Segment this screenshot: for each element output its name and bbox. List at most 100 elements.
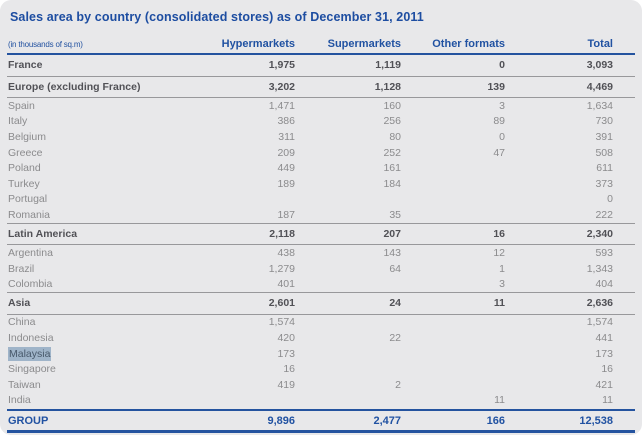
row-value-other-formats: 11 [494,394,505,407]
row-value-total: 4,469 [586,80,613,93]
table-row: Romania 187 35 222 [7,207,635,223]
row-value-supermarkets: 160 [383,99,401,112]
row-value-supermarkets: 2 [395,378,401,391]
row-label: Italy [7,115,195,127]
row-value-supermarkets: 143 [383,247,401,260]
row-label: India [7,394,195,406]
row-value-other-formats: 89 [493,115,505,128]
row-value-supermarkets: 35 [389,208,401,221]
row-label-text: India [8,394,31,407]
row-value-hypermarkets: 9,896 [267,414,295,427]
row-label: Indonesia [7,332,195,344]
row-value-total: 373 [595,177,613,190]
row-label-text: GROUP [8,414,49,427]
row-label-text: Greece [8,146,43,159]
row-value-other-formats: 12 [493,247,505,260]
row-value-total: 1,634 [586,99,613,112]
row-value-hypermarkets: 173 [277,347,295,360]
table-row: Poland 449 161 611 [7,160,635,176]
row-label-text-selected: Malaysia [8,346,52,361]
row-label: Latin America [7,228,195,240]
column-header-total: Total [587,38,613,50]
row-value-hypermarkets: 187 [277,208,295,221]
row-label: Turkey [7,178,195,190]
row-value-other-formats: 11 [493,297,505,310]
row-value-supermarkets: 252 [383,146,401,159]
row-label: Belgium [7,131,195,143]
row-value-total: 0 [607,193,613,206]
row-label: Romania [7,209,195,221]
row-value-supermarkets: 256 [383,115,401,128]
row-label-text: France [8,59,43,72]
table-row: Belgium 311 80 0 391 [7,129,635,145]
row-label: China [7,316,195,328]
table-row: Taiwan 419 2 421 [7,377,635,393]
row-label: Taiwan [7,379,195,391]
row-value-total: 611 [596,162,613,175]
row-value-total: 593 [595,247,613,260]
row-label: Argentina [7,247,195,259]
row-label-text: Argentina [8,247,53,260]
row-value-hypermarkets: 311 [278,130,295,143]
table-row-group-total: GROUP 9,896 2,477 166 12,538 [7,409,635,434]
table-row: Singapore 16 16 [7,361,635,377]
row-value-total: 730 [595,115,613,128]
row-value-hypermarkets: 401 [277,278,295,291]
row-label-text: Spain [8,99,35,112]
table-row: Asia 2,601 24 11 2,636 [7,292,635,315]
row-value-total: 173 [595,347,613,360]
row-label-text: Europe (excluding France) [8,80,141,93]
row-value-other-formats: 3 [499,99,505,112]
row-label-text: Indonesia [8,331,54,344]
row-label-text: Taiwan [8,378,41,391]
row-label-text: China [8,316,36,329]
table-row: Indonesia 420 22 441 [7,330,635,346]
row-value-other-formats: 3 [499,278,505,291]
column-header-supermarkets: Supermarkets [327,38,401,50]
row-label-text: Brazil [8,262,35,275]
table-row: Spain 1,471 160 3 1,634 [7,98,635,114]
row-value-hypermarkets: 209 [277,146,295,159]
row-label-text: Singapore [8,363,56,376]
table-row: Greece 209 252 47 508 [7,145,635,161]
table-row: Latin America 2,118 207 16 2,340 [7,222,635,246]
row-value-supermarkets: 184 [383,177,401,190]
row-label-text: Asia [8,297,31,310]
row-value-hypermarkets: 438 [277,247,295,260]
row-label-text: Portugal [8,193,48,206]
table-row: Turkey 189 184 373 [7,176,635,192]
row-value-other-formats: 139 [487,80,505,93]
row-label: Asia [7,297,195,309]
row-value-other-formats: 166 [486,414,505,427]
column-header-hypermarkets: Hypermarkets [221,38,295,50]
row-value-total: 1,343 [586,262,613,275]
row-value-total: 2,340 [586,228,613,240]
row-value-supermarkets: 22 [389,331,401,344]
table-header: (in thousands of sq.m) Hypermarkets Supe… [7,28,635,55]
row-label: Spain [7,100,195,112]
row-value-total: 11 [602,394,613,407]
row-value-total: 12,538 [579,414,613,427]
row-label: Poland [7,162,195,174]
row-label: Brazil [7,263,195,275]
row-value-hypermarkets: 1,279 [268,262,295,275]
table-row: France 1,975 1,119 0 3,093 [7,55,635,77]
table-row: China 1,574 1,574 [7,315,635,331]
row-label: GROUP [7,415,195,427]
table-row: India 11 11 [7,393,635,409]
row-label: Europe (excluding France) [7,81,195,93]
row-value-hypermarkets: 1,574 [268,316,295,329]
row-value-hypermarkets: 1,975 [268,59,295,72]
row-value-supermarkets: 1,119 [375,59,401,72]
row-value-hypermarkets: 3,202 [268,80,295,93]
row-value-hypermarkets: 2,601 [268,297,295,310]
row-value-supermarkets: 1,128 [374,80,401,93]
row-value-total: 508 [595,146,613,159]
row-value-other-formats: 16 [493,228,505,240]
table-row: Portugal 0 [7,192,635,208]
table-row: Brazil 1,279 64 1 1,343 [7,261,635,277]
column-header-other-formats: Other formats [432,38,505,50]
row-value-total: 441 [595,331,613,344]
row-value-supermarkets: 207 [383,228,401,240]
row-value-hypermarkets: 189 [277,177,295,190]
